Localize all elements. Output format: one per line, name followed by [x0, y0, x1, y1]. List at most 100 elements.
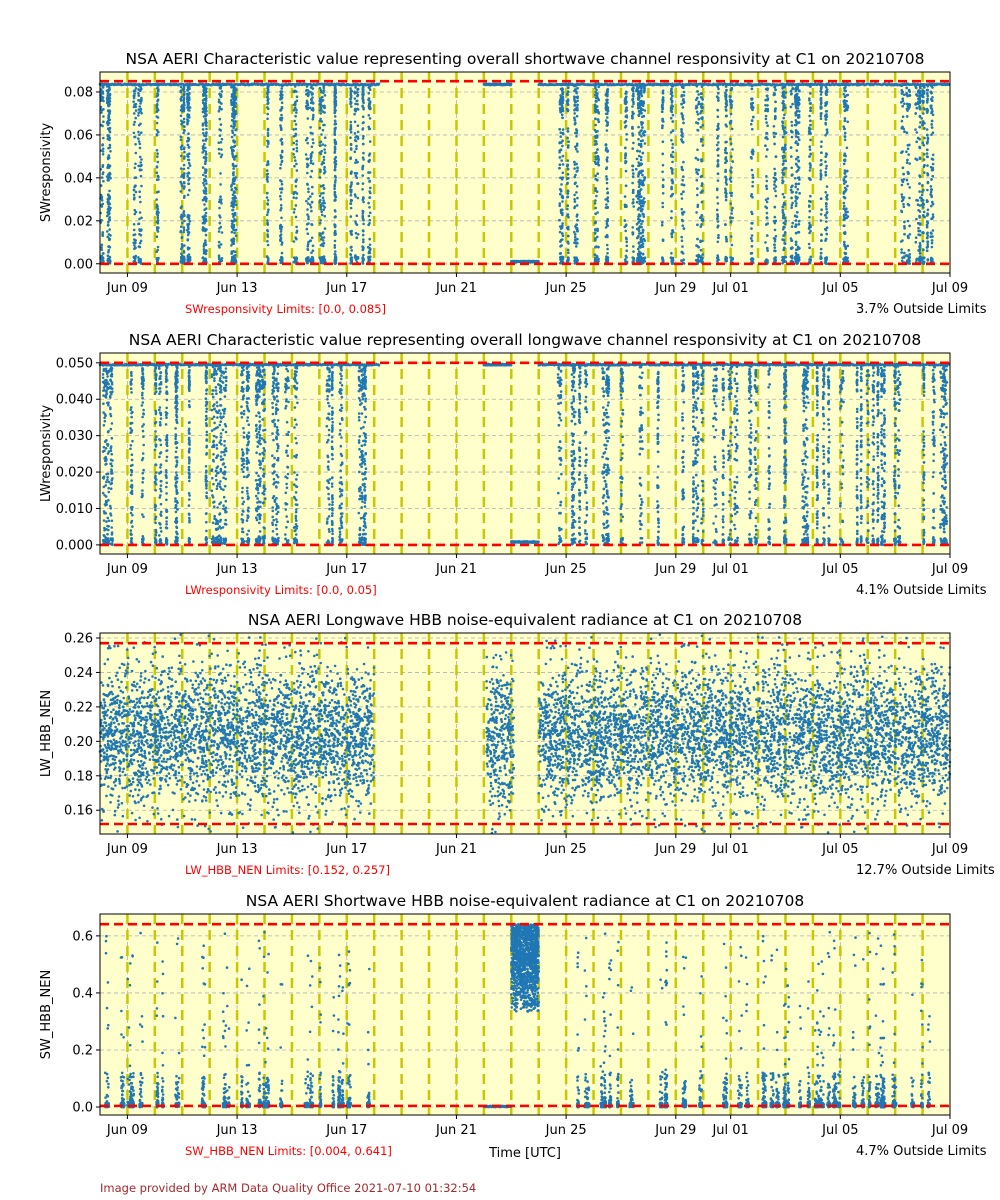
data-point	[202, 189, 206, 192]
data-point	[356, 87, 360, 91]
data-point	[100, 89, 103, 92]
data-point	[204, 150, 208, 153]
data-point	[232, 228, 235, 232]
data-point	[204, 233, 208, 237]
data-point	[188, 98, 191, 101]
data-point	[132, 105, 136, 109]
data-point	[280, 156, 283, 160]
data-point	[349, 94, 353, 98]
data-point	[295, 196, 298, 200]
data-point	[202, 184, 206, 187]
data-point	[323, 214, 327, 218]
data-point	[670, 252, 673, 255]
data-point	[204, 117, 207, 121]
data-point	[155, 235, 159, 238]
data-point	[181, 221, 184, 225]
data-point	[139, 83, 142, 87]
data-point	[319, 208, 323, 211]
data-point	[292, 191, 296, 194]
data-point	[179, 114, 183, 118]
data-point	[624, 229, 627, 233]
data-point	[356, 137, 360, 140]
data-point	[204, 121, 208, 124]
data-point	[266, 106, 269, 109]
data-point	[361, 167, 364, 171]
data-point	[294, 159, 297, 162]
data-point	[133, 247, 136, 250]
data-point	[201, 128, 205, 131]
data-point	[681, 224, 685, 227]
data-point	[266, 145, 269, 148]
data-point	[361, 245, 364, 248]
data-point	[202, 252, 206, 255]
data-point	[219, 225, 223, 229]
data-point	[293, 85, 297, 88]
data-point	[642, 237, 646, 241]
data-point	[295, 146, 299, 150]
data-point	[356, 108, 360, 111]
data-point	[369, 186, 372, 190]
data-point	[310, 223, 314, 226]
data-point	[218, 101, 222, 104]
data-point	[349, 142, 353, 146]
data-point	[295, 192, 299, 195]
data-point	[140, 184, 143, 188]
data-point	[781, 192, 785, 196]
data-point	[774, 189, 777, 193]
data-point	[230, 244, 233, 247]
data-point	[560, 159, 563, 162]
data-point	[367, 98, 370, 101]
data-point	[671, 150, 675, 154]
data-point	[319, 198, 322, 202]
data-point	[132, 198, 136, 201]
data-point	[217, 98, 221, 102]
data-point	[266, 199, 270, 202]
data-point	[292, 153, 295, 156]
data-point	[322, 91, 325, 95]
data-point	[307, 217, 310, 221]
data-point	[220, 137, 224, 141]
data-point	[180, 147, 183, 151]
data-point	[361, 260, 364, 264]
data-point	[132, 123, 136, 126]
data-point	[361, 164, 365, 168]
data-point	[234, 128, 238, 131]
data-point	[108, 175, 111, 178]
data-point	[155, 250, 158, 253]
data-point	[368, 251, 372, 255]
data-point	[355, 147, 358, 151]
data-point	[356, 124, 360, 127]
data-point	[182, 125, 185, 128]
data-point	[306, 157, 310, 161]
data-point	[625, 240, 628, 244]
data-point	[217, 240, 221, 244]
data-point	[183, 181, 186, 185]
data-point	[137, 256, 140, 259]
data-point	[323, 148, 326, 151]
data-point	[181, 173, 184, 177]
data-point	[306, 104, 310, 107]
data-point	[155, 226, 159, 229]
data-point	[132, 131, 136, 135]
data-point	[279, 166, 282, 170]
data-point	[107, 220, 110, 224]
data-point	[188, 177, 191, 180]
data-point	[266, 99, 270, 102]
data-point	[201, 256, 205, 259]
data-point	[731, 216, 734, 220]
data-point	[751, 180, 755, 184]
data-point	[179, 135, 183, 139]
data-point	[640, 94, 644, 98]
data-point	[203, 196, 206, 199]
data-point	[109, 150, 112, 153]
data-point	[217, 254, 221, 257]
data-point	[233, 218, 236, 221]
data-point	[310, 145, 314, 148]
data-point	[230, 183, 233, 187]
data-point	[107, 248, 111, 252]
data-point	[362, 240, 365, 244]
data-point	[137, 140, 141, 143]
data-point	[306, 106, 310, 110]
data-point	[605, 203, 608, 206]
